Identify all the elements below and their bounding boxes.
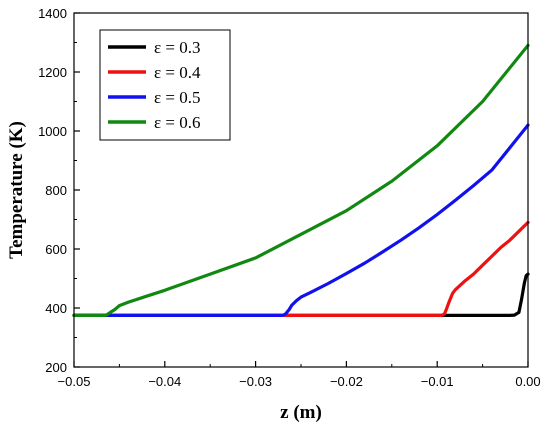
x-tick-label: −0.05 bbox=[58, 374, 91, 389]
ticks-layer: −0.05 −0.04 −0.03 −0.02 −0.01 0.00 200 400 600 80… bbox=[38, 6, 541, 389]
y-tick-label: 400 bbox=[45, 301, 67, 316]
legend-label-1: ε = 0.4 bbox=[154, 63, 201, 82]
y-tick-label: 1000 bbox=[38, 124, 67, 139]
legend-label-0: ε = 0.3 bbox=[154, 38, 200, 57]
series-layer bbox=[72, 43, 530, 317]
y-tick-label: 600 bbox=[45, 242, 67, 257]
series-line-0 bbox=[72, 272, 530, 317]
y-tick-label: 800 bbox=[45, 183, 67, 198]
legend-label-3: ε = 0.6 bbox=[154, 113, 200, 132]
series-line-1 bbox=[72, 220, 530, 317]
legend: ε = 0.3 ε = 0.4 ε = 0.5 ε = 0.6 bbox=[99, 29, 231, 141]
y-tick-label: 1400 bbox=[38, 6, 67, 21]
series-line-2 bbox=[72, 123, 530, 317]
x-tick-label: 0.00 bbox=[515, 374, 540, 389]
x-axis-title: z (m) bbox=[280, 402, 322, 423]
x-tick-label: −0.02 bbox=[330, 374, 363, 389]
x-tick-label: −0.01 bbox=[421, 374, 454, 389]
series-line-3 bbox=[72, 43, 530, 317]
y-tick-label: 1200 bbox=[38, 65, 67, 80]
y-tick-label: 200 bbox=[45, 360, 67, 375]
x-tick-label: −0.03 bbox=[239, 374, 272, 389]
y-axis-title: Temperature (K) bbox=[6, 121, 27, 259]
x-tick-label: −0.04 bbox=[148, 374, 181, 389]
legend-label-2: ε = 0.5 bbox=[154, 88, 200, 107]
